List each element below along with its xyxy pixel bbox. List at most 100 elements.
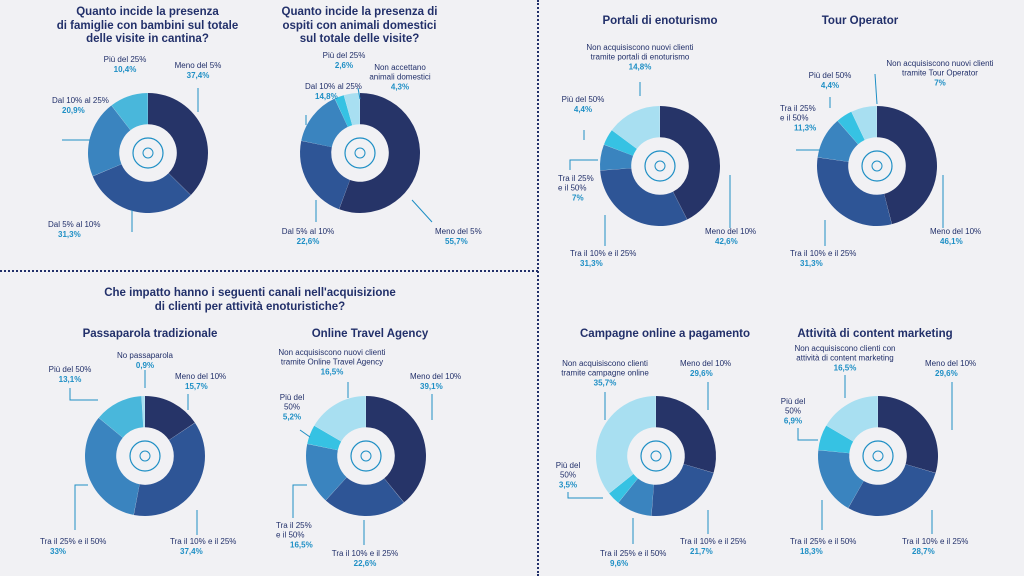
value-tour-0: 46,1% (940, 237, 963, 246)
slice-ota-2 (306, 443, 347, 501)
value-portali-0: 42,6% (715, 237, 738, 246)
label-portali-3: Più del 50% (562, 95, 605, 104)
label-campagne-4: Non acquisiscono clienti tramite campagne… (561, 359, 649, 378)
value-portali-2: 7% (572, 194, 584, 203)
slice-passaparola-4 (141, 396, 145, 428)
slice-content-3 (818, 425, 854, 454)
slice-tour-1 (817, 157, 892, 226)
slice-tour-3 (837, 111, 865, 145)
chart-title-tour: Tour Operator (821, 15, 899, 27)
label-animali-0: Meno del 5% (435, 227, 482, 236)
label-passaparola-2: Tra il 25% e il 50% (40, 537, 106, 546)
chart-title-animali: Quanto incide la presenza di ospiti con … (281, 6, 438, 45)
value-ota-4: 16,5% (321, 368, 344, 377)
value-tour-3: 4,4% (821, 81, 839, 90)
slice-animali-2 (301, 98, 348, 148)
slice-animali-1 (300, 140, 350, 210)
leader-content-3 (797, 428, 818, 441)
label-ota-3: Più del 50% (280, 393, 305, 412)
slice-tour-0 (877, 106, 937, 225)
value-campagne-4: 35,7% (594, 379, 617, 388)
label-ota-0: Meno del 10% (410, 372, 461, 381)
value-content-0: 29,6% (935, 369, 958, 378)
leader-animali-0 (411, 199, 433, 223)
leader-passaparola-3 (69, 388, 98, 401)
family-icon (132, 137, 164, 169)
slice-content-0 (878, 396, 938, 473)
value-content-4: 16,5% (834, 364, 857, 373)
value-tour-2: 11,3% (794, 124, 816, 133)
value-portali-4: 14,8% (629, 63, 652, 72)
chart-title-ota: Online Travel Agency (311, 328, 429, 340)
slice-famiglie-2 (87, 105, 131, 177)
slice-campagne-2 (618, 478, 654, 516)
label-ota-2: Tra il 25% e il 50% (276, 521, 312, 540)
label-famiglie-3: Più del 25% (104, 55, 147, 64)
leader-animali-4 (357, 87, 361, 100)
slice-famiglie-0 (148, 93, 209, 195)
value-portali-1: 31,3% (580, 259, 603, 268)
label-animali-1: Dal 5% al 10% (282, 227, 334, 236)
slice-campagne-4 (596, 396, 656, 494)
slice-campagne-0 (656, 396, 717, 473)
label-famiglie-0: Meno del 5% (175, 61, 222, 70)
slice-famiglie-1 (92, 164, 191, 213)
slice-portali-2 (600, 144, 634, 171)
label-tour-2: Tra il 25% e il 50% (780, 104, 816, 123)
value-content-1: 28,7% (912, 547, 935, 556)
label-passaparola-1: Tra il 10% e il 25% (170, 537, 236, 546)
value-tour-4: 7% (934, 79, 946, 88)
value-passaparola-1: 37,4% (180, 547, 203, 556)
slice-content-1 (848, 464, 936, 517)
chart-title-famiglie: Quanto incide la presenza di famiglie co… (56, 6, 239, 45)
slice-animali-3 (334, 95, 353, 127)
label-animali-4: Non accettano animali domestici (369, 63, 431, 82)
slice-tour-4 (851, 106, 877, 140)
content-marketing-icon-core (872, 450, 884, 462)
label-tour-3: Più del 50% (809, 71, 852, 80)
social-media-icon-core (650, 450, 662, 462)
chart-title-content: Attività di content marketing (797, 328, 953, 340)
label-campagne-1: Tra il 10% e il 25% (680, 537, 746, 546)
family-icon-core (142, 147, 154, 159)
label-portali-1: Tra il 10% e il 25% (570, 249, 636, 258)
label-animali-2: Dal 10% al 25% (305, 82, 362, 91)
value-famiglie-0: 37,4% (187, 71, 210, 80)
slice-content-4 (826, 396, 878, 442)
label-content-1: Tra il 10% e il 25% (902, 537, 968, 546)
slice-ota-0 (366, 396, 426, 503)
label-passaparola-3: Più del 50% (49, 365, 92, 374)
label-campagne-3: Più del 50% (556, 461, 581, 480)
horizontal-divider (0, 270, 538, 272)
value-content-2: 18,3% (800, 547, 823, 556)
slice-passaparola-3 (98, 396, 144, 438)
leader-ota-2 (292, 484, 307, 518)
label-tour-0: Meno del 10% (930, 227, 981, 236)
label-famiglie-1: Dal 5% al 10% (48, 220, 100, 229)
slice-animali-4 (343, 93, 360, 126)
label-campagne-2: Tra il 25% e il 50% (600, 549, 666, 558)
label-content-2: Tra il 25% e il 50% (790, 537, 856, 546)
slice-ota-3 (307, 425, 342, 451)
paw-icon (344, 137, 376, 169)
chart-title-portali: Portali di enoturismo (602, 15, 718, 27)
label-campagne-0: Meno del 10% (680, 359, 731, 368)
chart-title-campagne: Campagne online a pagamento (580, 328, 750, 340)
value-passaparola-3: 13,1% (59, 375, 82, 384)
slice-ota-4 (314, 396, 366, 442)
value-passaparola-2: 33% (50, 547, 66, 556)
mobile-booking-icon (350, 440, 382, 472)
label-famiglie-2: Dal 10% al 25% (52, 96, 109, 105)
value-famiglie-1: 31,3% (58, 230, 81, 239)
slice-portali-0 (660, 106, 720, 220)
value-animali-0: 55,7% (445, 237, 468, 246)
label-portali-4: Non acquisiscono nuovi clienti tramite po… (586, 43, 693, 62)
leader-campagne-3 (567, 492, 603, 499)
value-campagne-0: 29,6% (690, 369, 713, 378)
label-content-4: Non acquisiscono clienti con attività di … (795, 344, 896, 363)
social-media-icon (640, 440, 672, 472)
value-passaparola-0: 15,7% (185, 382, 208, 391)
value-portali-3: 4,4% (574, 105, 592, 114)
slice-portali-1 (600, 168, 688, 226)
